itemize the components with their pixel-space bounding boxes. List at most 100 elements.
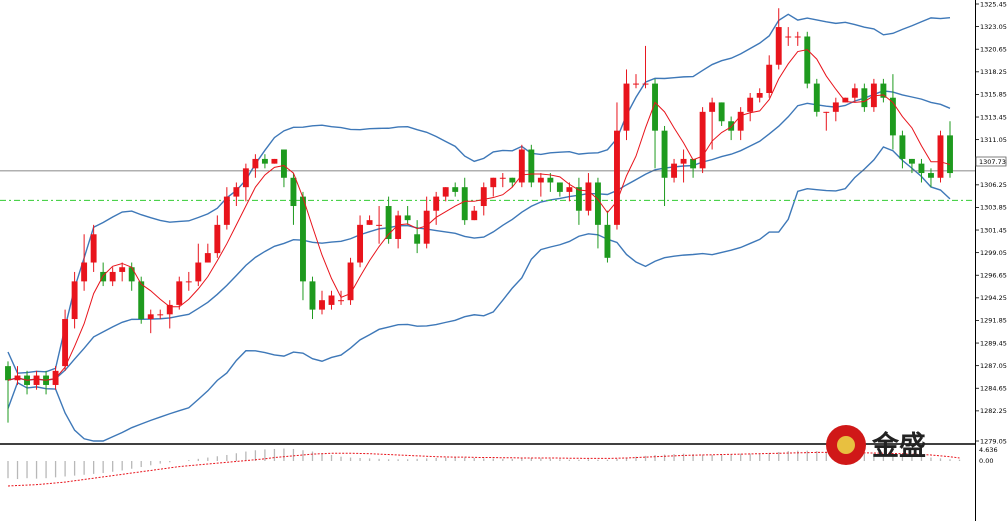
candle <box>471 206 478 221</box>
candle <box>271 158 278 164</box>
candle <box>652 78 658 169</box>
price-axis: 1325.45 1323.05 1320.65 1318.25 1315.85 1313.… <box>975 0 1007 521</box>
main-panel <box>0 8 975 442</box>
logo-core <box>837 436 855 454</box>
candle <box>813 78 820 117</box>
candle <box>699 107 706 174</box>
candle <box>804 31 811 89</box>
candle <box>81 234 88 291</box>
candle <box>147 309 154 334</box>
candle <box>604 210 611 263</box>
candle <box>423 196 430 249</box>
candle <box>556 182 563 197</box>
candle <box>261 154 268 169</box>
y-tick-label: 1320.65 <box>980 46 1007 54</box>
y-tick-label: 1325.45 <box>980 0 1007 8</box>
sub-tick-zero: 0.00 <box>979 457 993 465</box>
candle <box>490 177 497 197</box>
moving-average-line <box>7 49 951 381</box>
current-price-box <box>975 156 1007 167</box>
candle <box>633 74 639 89</box>
candle <box>309 276 316 320</box>
middle-band-line <box>7 90 951 381</box>
candle <box>794 31 801 46</box>
candle <box>347 257 354 305</box>
candle <box>509 177 516 188</box>
candle <box>280 149 287 188</box>
candle <box>62 309 69 371</box>
candle <box>861 83 868 112</box>
candle <box>385 196 392 244</box>
candle <box>623 69 630 141</box>
candle <box>33 370 40 390</box>
y-tick-label: 1301.45 <box>980 226 1007 234</box>
y-tick-label: 1296.65 <box>980 272 1007 280</box>
candle <box>395 210 402 249</box>
y-tick-label: 1291.85 <box>980 317 1007 325</box>
upper-band-line <box>7 13 951 374</box>
candle <box>928 168 934 188</box>
candle <box>880 78 887 103</box>
candle <box>594 177 601 249</box>
candle <box>290 173 297 225</box>
logo: 金盛 <box>826 425 926 465</box>
bollinger-bands <box>7 13 951 442</box>
candle <box>528 144 535 188</box>
candle <box>756 88 763 103</box>
candle <box>195 243 202 287</box>
candle <box>566 182 573 202</box>
candle <box>785 27 792 46</box>
candle <box>937 130 944 183</box>
candle <box>775 8 782 70</box>
candle <box>642 45 649 89</box>
y-tick-label: 1306.25 <box>980 181 1007 189</box>
y-tick-label: 1299.05 <box>980 249 1007 257</box>
y-tick-label: 1315.85 <box>980 91 1007 99</box>
candle <box>499 173 506 188</box>
candle <box>119 262 126 282</box>
current-price-label: 1307.73 <box>979 158 1006 166</box>
candle <box>452 182 459 197</box>
candle <box>547 173 554 192</box>
candle <box>585 173 592 216</box>
candle <box>690 158 697 178</box>
candle <box>185 271 192 291</box>
y-tick-label: 1284.65 <box>980 385 1007 393</box>
y-tick-label: 1289.45 <box>980 339 1007 347</box>
candle <box>908 158 915 174</box>
candle <box>366 215 373 225</box>
candle <box>157 309 164 320</box>
candle <box>71 271 78 329</box>
candle <box>671 158 678 183</box>
y-tick-label: 1294.25 <box>980 294 1007 302</box>
candle <box>518 144 525 188</box>
candle <box>766 55 773 98</box>
y-tick-label: 1318.25 <box>980 68 1007 76</box>
candle <box>176 276 183 310</box>
y-tick-label: 1287.05 <box>980 362 1007 370</box>
y-tick-label: 1303.85 <box>980 204 1007 212</box>
y-tick-label: 1311.05 <box>980 136 1007 144</box>
y-tick-label: 1323.05 <box>980 23 1007 31</box>
candle <box>614 102 620 230</box>
y-tick-label: 1313.45 <box>980 113 1007 121</box>
candle <box>252 154 259 178</box>
candle <box>433 191 440 225</box>
candle <box>414 220 421 254</box>
candle <box>5 361 11 423</box>
candle <box>851 83 858 103</box>
y-tick-label: 1279.05 <box>980 437 1007 445</box>
lower-band-line <box>7 146 951 442</box>
sub-panel: 4.636 0.00 <box>7 446 998 487</box>
candle <box>242 163 249 202</box>
candle <box>947 121 953 178</box>
candle <box>823 111 830 131</box>
candle <box>376 206 383 244</box>
candle <box>404 206 411 225</box>
candle <box>747 93 754 122</box>
candle <box>918 158 925 183</box>
candle <box>109 267 116 287</box>
candle <box>319 290 325 315</box>
candle <box>223 187 230 230</box>
